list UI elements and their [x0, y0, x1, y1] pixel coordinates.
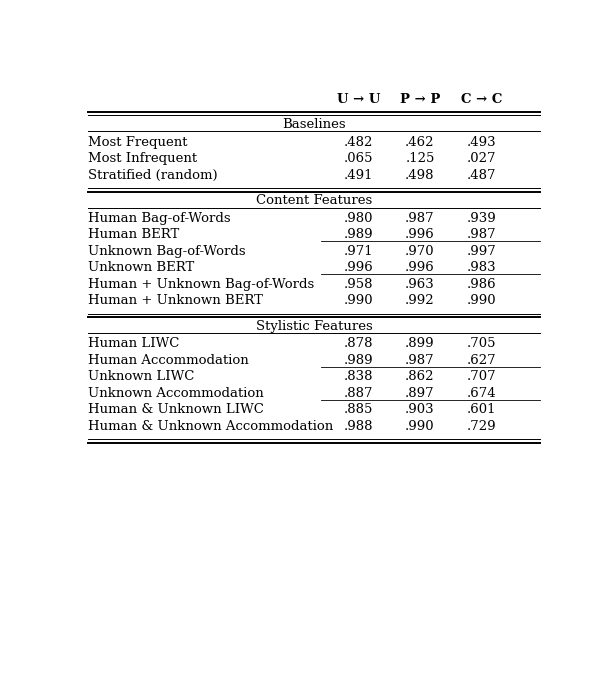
Text: Human BERT: Human BERT: [88, 228, 179, 241]
Text: .990: .990: [466, 294, 496, 307]
Text: Unknown Accommodation: Unknown Accommodation: [88, 387, 263, 400]
Text: .887: .887: [344, 387, 373, 400]
Text: .885: .885: [344, 403, 373, 416]
Text: Stratified (random): Stratified (random): [88, 169, 218, 182]
Text: .487: .487: [466, 169, 496, 182]
Text: .065: .065: [344, 152, 373, 165]
Text: Baselines: Baselines: [282, 118, 346, 131]
Text: .899: .899: [405, 337, 435, 350]
Text: U → U: U → U: [337, 93, 381, 107]
Text: .996: .996: [405, 228, 435, 241]
Text: .987: .987: [405, 354, 435, 367]
Text: .498: .498: [405, 169, 435, 182]
Text: Unknown BERT: Unknown BERT: [88, 261, 194, 274]
Text: .992: .992: [405, 294, 435, 307]
Text: Unknown Bag-of-Words: Unknown Bag-of-Words: [88, 245, 246, 258]
Text: .601: .601: [466, 403, 496, 416]
Text: .729: .729: [466, 420, 496, 432]
Text: P → P: P → P: [400, 93, 440, 107]
Text: Human & Unknown LIWC: Human & Unknown LIWC: [88, 403, 264, 416]
Text: .862: .862: [405, 371, 435, 384]
Text: .963: .963: [405, 277, 435, 291]
Text: Most Frequent: Most Frequent: [88, 136, 187, 149]
Text: .125: .125: [406, 152, 435, 165]
Text: Human Bag-of-Words: Human Bag-of-Words: [88, 211, 230, 225]
Text: Human + Unknown BERT: Human + Unknown BERT: [88, 294, 263, 307]
Text: .674: .674: [466, 387, 496, 400]
Text: .627: .627: [466, 354, 496, 367]
Text: .983: .983: [466, 261, 496, 274]
Text: .990: .990: [405, 420, 435, 432]
Text: .990: .990: [344, 294, 373, 307]
Text: .493: .493: [466, 136, 496, 149]
Text: Unknown LIWC: Unknown LIWC: [88, 371, 194, 384]
Text: .903: .903: [405, 403, 435, 416]
Text: .939: .939: [466, 211, 496, 225]
Text: Human + Unknown Bag-of-Words: Human + Unknown Bag-of-Words: [88, 277, 314, 291]
Text: Stylistic Features: Stylistic Features: [255, 320, 372, 333]
Text: .491: .491: [344, 169, 373, 182]
Text: .980: .980: [344, 211, 373, 225]
Text: .996: .996: [344, 261, 373, 274]
Text: Human & Unknown Accommodation: Human & Unknown Accommodation: [88, 420, 333, 432]
Text: .705: .705: [466, 337, 496, 350]
Text: Human LIWC: Human LIWC: [88, 337, 179, 350]
Text: .878: .878: [344, 337, 373, 350]
Text: Human Accommodation: Human Accommodation: [88, 354, 249, 367]
Text: Most Infrequent: Most Infrequent: [88, 152, 197, 165]
Text: C → C: C → C: [460, 93, 502, 107]
Text: .027: .027: [466, 152, 496, 165]
Text: .988: .988: [344, 420, 373, 432]
Text: .707: .707: [466, 371, 496, 384]
Text: .987: .987: [405, 211, 435, 225]
Text: .996: .996: [405, 261, 435, 274]
Text: .897: .897: [405, 387, 435, 400]
Text: .482: .482: [344, 136, 373, 149]
Text: .989: .989: [344, 354, 373, 367]
Text: .970: .970: [405, 245, 435, 258]
Text: .958: .958: [344, 277, 373, 291]
Text: .838: .838: [344, 371, 373, 384]
Text: .997: .997: [466, 245, 496, 258]
Text: .971: .971: [344, 245, 373, 258]
Text: .989: .989: [344, 228, 373, 241]
Text: .462: .462: [405, 136, 435, 149]
Text: Content Features: Content Features: [256, 194, 372, 207]
Text: .986: .986: [466, 277, 496, 291]
Text: .987: .987: [466, 228, 496, 241]
